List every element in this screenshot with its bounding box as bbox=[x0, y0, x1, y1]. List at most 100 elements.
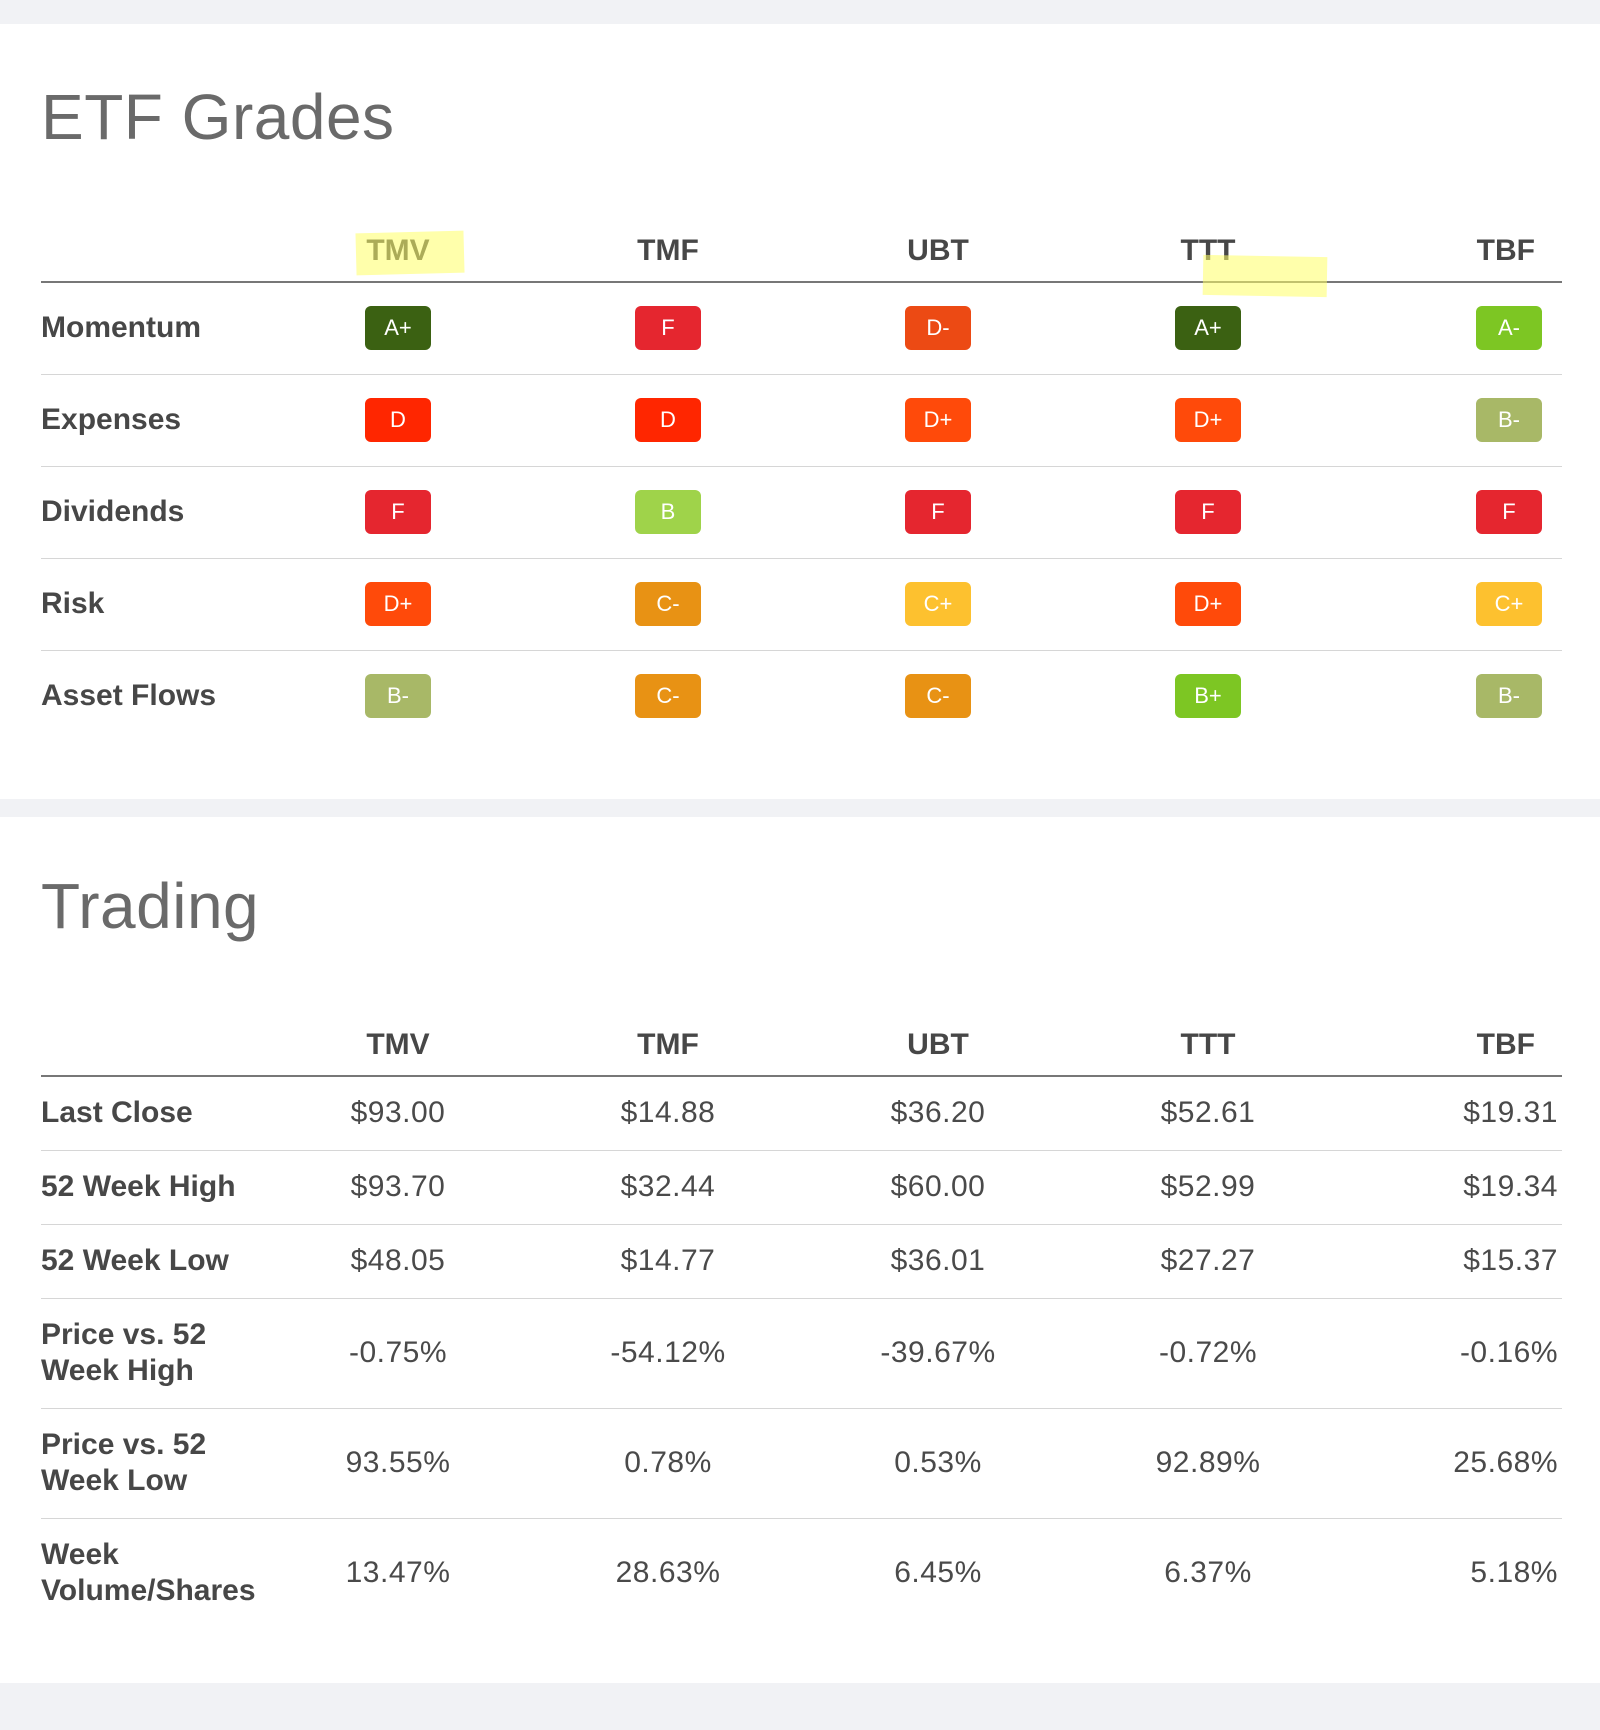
trading-cell: 25.68% bbox=[1343, 1408, 1562, 1519]
trading-cell: 28.63% bbox=[615, 1556, 721, 1590]
grade-badge[interactable]: B- bbox=[1476, 674, 1542, 719]
trading-cell: 92.89% bbox=[1073, 1408, 1343, 1519]
grade-badge[interactable]: F bbox=[365, 490, 431, 534]
trading-row-last-close: Last Close $93.00 $14.88 $36.20 $52.61 $… bbox=[41, 1076, 1562, 1151]
row-label-line2: Week High bbox=[41, 1354, 194, 1387]
grades-row-risk: Risk D+ C- C+ D+ C+ bbox=[41, 558, 1562, 651]
trading-cell: $14.88 bbox=[533, 1076, 803, 1151]
grades-row-asset-flows: Asset Flows B- C- C- B+ B- bbox=[41, 650, 1562, 742]
trading-row-label: Price vs. 52 Week Low bbox=[41, 1408, 263, 1519]
grade-badge[interactable]: D+ bbox=[905, 398, 971, 442]
trading-card: Trading TMV TMF UBT TTT TBF Last Close $… bbox=[0, 817, 1600, 1683]
trading-row-label: 52 Week High bbox=[41, 1150, 263, 1225]
grades-col-tbf[interactable]: TBF bbox=[1343, 220, 1562, 283]
grades-header-row: TMV TMF UBT TTT TBF bbox=[41, 220, 1562, 283]
trading-row-price-vs-low: Price vs. 52 Week Low 93.55% 0.78% 0.53% … bbox=[41, 1408, 1562, 1519]
trading-cell: 5.18% bbox=[1470, 1556, 1558, 1590]
trading-row-52-week-high: 52 Week High $93.70 $32.44 $60.00 $52.99… bbox=[41, 1150, 1562, 1225]
grade-badge[interactable]: D- bbox=[905, 306, 971, 351]
trading-col-ttt[interactable]: TTT bbox=[1073, 1014, 1343, 1077]
trading-col-tmf[interactable]: TMF bbox=[533, 1014, 803, 1077]
trading-row-price-vs-high: Price vs. 52 Week High -0.75% -54.12% -39… bbox=[41, 1298, 1562, 1409]
grade-badge[interactable]: F bbox=[635, 306, 701, 351]
etf-grades-table: TMV TMF UBT TTT TBF Momentum A+ F D- A+ … bbox=[41, 220, 1562, 742]
grade-badge[interactable]: B- bbox=[1476, 398, 1542, 442]
grade-badge[interactable]: F bbox=[905, 490, 971, 534]
trading-cell: $52.99 bbox=[1073, 1150, 1343, 1225]
trading-row-week-volume-shares: Week Volume/Shares 13.47% 28.63% 6.45% 6.… bbox=[41, 1518, 1562, 1628]
grade-badge[interactable]: C+ bbox=[905, 582, 971, 626]
trading-cell: $93.70 bbox=[263, 1150, 533, 1225]
trading-cell: 0.78% bbox=[533, 1408, 803, 1519]
grade-badge[interactable]: A- bbox=[1476, 306, 1542, 351]
grades-row-label: Dividends bbox=[41, 466, 263, 559]
row-label-line2: Volume/Shares bbox=[41, 1574, 256, 1608]
grade-badge[interactable]: C- bbox=[905, 674, 971, 719]
grade-badge[interactable]: B- bbox=[365, 674, 431, 719]
grade-badge[interactable]: C- bbox=[635, 674, 701, 719]
grade-badge[interactable]: D+ bbox=[365, 582, 431, 626]
trading-cell: $36.20 bbox=[803, 1076, 1073, 1151]
trading-cell: -54.12% bbox=[533, 1298, 803, 1409]
grades-row-label: Expenses bbox=[41, 374, 263, 467]
grades-row-label: Momentum bbox=[41, 282, 263, 375]
trading-cell: 0.53% bbox=[803, 1408, 1073, 1519]
trading-col-tbf[interactable]: TBF bbox=[1343, 1014, 1562, 1077]
trading-cell: $27.27 bbox=[1073, 1224, 1343, 1299]
grade-badge[interactable]: F bbox=[1476, 490, 1542, 534]
trading-cell: $52.61 bbox=[1073, 1076, 1343, 1151]
trading-row-label: Last Close bbox=[41, 1076, 263, 1151]
trading-row-52-week-low: 52 Week Low $48.05 $14.77 $36.01 $27.27 … bbox=[41, 1224, 1562, 1299]
grade-badge[interactable]: C+ bbox=[1476, 582, 1542, 626]
trading-cell: $19.31 bbox=[1343, 1076, 1562, 1151]
trading-row-label: Week Volume/Shares bbox=[41, 1518, 263, 1628]
trading-row-label: 52 Week Low bbox=[41, 1224, 263, 1299]
trading-title: Trading bbox=[41, 870, 260, 942]
grades-col-ttt[interactable]: TTT bbox=[1073, 220, 1343, 283]
grade-badge[interactable]: D bbox=[635, 398, 701, 442]
row-label-line2: Week Low bbox=[41, 1464, 188, 1497]
grade-badge[interactable]: F bbox=[1175, 490, 1241, 534]
trading-cell: -0.75% bbox=[263, 1298, 533, 1409]
trading-cell: $60.00 bbox=[803, 1150, 1073, 1225]
trading-cell: -0.16% bbox=[1343, 1298, 1562, 1409]
trading-cell: $15.37 bbox=[1343, 1224, 1562, 1299]
trading-cell: -39.67% bbox=[803, 1298, 1073, 1409]
grade-badge[interactable]: D+ bbox=[1175, 582, 1241, 626]
grades-row-expenses: Expenses D D D+ D+ B- bbox=[41, 374, 1562, 467]
trading-header-row: TMV TMF UBT TTT TBF bbox=[41, 1014, 1562, 1077]
grade-badge[interactable]: D+ bbox=[1175, 398, 1241, 442]
trading-col-tmv[interactable]: TMV bbox=[263, 1014, 533, 1077]
grades-row-momentum: Momentum A+ F D- A+ A- bbox=[41, 282, 1562, 375]
trading-cell: 93.55% bbox=[263, 1408, 533, 1519]
trading-cell: $14.77 bbox=[533, 1224, 803, 1299]
row-label-line1: Price vs. 52 bbox=[41, 1318, 207, 1351]
grades-row-label: Asset Flows bbox=[41, 679, 217, 713]
grades-row-label: Risk bbox=[41, 558, 263, 651]
trading-header-blank bbox=[41, 1014, 263, 1077]
grades-row-dividends: Dividends F B F F F bbox=[41, 466, 1562, 559]
grades-col-ubt[interactable]: UBT bbox=[803, 220, 1073, 283]
trading-cell: 6.37% bbox=[1164, 1556, 1252, 1590]
row-label-line1: Price vs. 52 bbox=[41, 1428, 207, 1461]
trading-table: TMV TMF UBT TTT TBF Last Close $93.00 $1… bbox=[41, 1014, 1562, 1628]
grades-col-tmv[interactable]: TMV bbox=[263, 220, 533, 283]
grade-badge[interactable]: A+ bbox=[365, 306, 431, 351]
trading-row-label: Price vs. 52 Week High bbox=[41, 1298, 263, 1409]
grade-badge[interactable]: A+ bbox=[1175, 306, 1241, 351]
trading-cell: $48.05 bbox=[263, 1224, 533, 1299]
grades-col-tmf[interactable]: TMF bbox=[533, 220, 803, 283]
trading-cell: $32.44 bbox=[533, 1150, 803, 1225]
trading-cell: 13.47% bbox=[345, 1556, 451, 1590]
grade-badge[interactable]: B bbox=[635, 490, 701, 534]
grade-badge[interactable]: B+ bbox=[1175, 674, 1241, 719]
trading-col-ubt[interactable]: UBT bbox=[803, 1014, 1073, 1077]
trading-cell: -0.72% bbox=[1073, 1298, 1343, 1409]
grade-badge[interactable]: C- bbox=[635, 582, 701, 626]
row-label-line1: Week bbox=[41, 1538, 119, 1572]
trading-cell: 6.45% bbox=[894, 1556, 982, 1590]
grade-badge[interactable]: D bbox=[365, 398, 431, 442]
etf-grades-title: ETF Grades bbox=[41, 81, 395, 153]
grades-header-blank bbox=[41, 220, 263, 283]
trading-cell: $36.01 bbox=[803, 1224, 1073, 1299]
